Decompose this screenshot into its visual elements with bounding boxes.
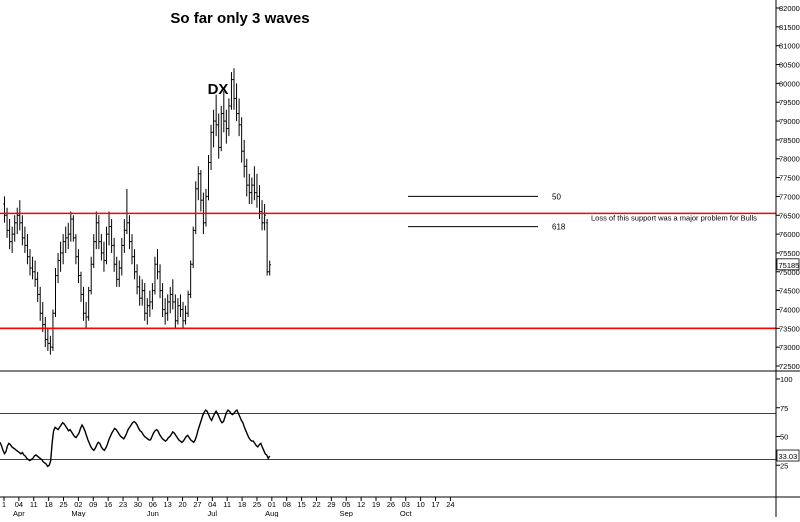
fib-618-label: 618 [552,223,566,232]
price-y-tick-label: 80500 [779,61,800,70]
x-day-label: 30 [134,500,142,509]
x-day-label: 19 [372,500,380,509]
x-day-label: 02 [74,500,82,509]
x-day-label: 04 [15,500,23,509]
x-day-label: 10 [416,500,424,509]
rsi-y-tick-label: 100 [780,375,793,384]
rsi-last-value-label: 33.03 [779,452,798,461]
support-annotation: Loss of this support was a major problem… [591,213,757,222]
x-day-label: 06 [149,500,157,509]
x-month-label: Jun [147,509,159,517]
x-month-label: Aug [265,509,278,517]
rsi-last-value-box [776,449,800,462]
x-month-label: Oct [400,509,413,517]
x-day-label: 13 [164,500,172,509]
price-y-tick-label: 75500 [779,249,800,258]
rsi-series-line [0,409,271,468]
x-day-label: 18 [238,500,246,509]
x-month-label: Sep [340,509,353,517]
price-y-tick-label: 73000 [779,343,800,352]
price-y-tick-label: 80000 [779,79,800,88]
rsi-y-tick-label: 75 [780,404,788,413]
x-day-label: 29 [327,500,335,509]
x-day-label: 23 [119,500,127,509]
x-day-label: 05 [342,500,350,509]
price-y-tick-label: 82000 [779,4,800,13]
x-day-label: 03 [402,500,410,509]
fib-50-label: 50 [552,192,561,201]
x-day-label: 11 [223,500,231,509]
price-y-tick-label: 77500 [779,174,800,183]
price-y-tick-label: 78500 [779,136,800,145]
price-y-tick-label: 72500 [779,362,800,371]
price-y-tick-label: 74000 [779,305,800,314]
price-y-tick-label: 78000 [779,155,800,164]
price-y-tick-label: 79500 [779,98,800,107]
price-y-tick-label: 76000 [779,230,800,239]
x-day-label: 27 [193,500,201,509]
x-day-label: 1 [2,500,6,509]
x-day-label: 25 [253,500,261,509]
x-day-label: 25 [59,500,67,509]
x-month-label: May [71,509,85,517]
x-month-label: Apr [13,509,25,517]
chart-title: So far only 3 waves [170,10,309,27]
x-month-label: Jul [208,509,218,517]
x-day-label: 16 [104,500,112,509]
x-day-label: 09 [89,500,97,509]
x-day-label: 26 [387,500,395,509]
x-day-label: 08 [283,500,291,509]
x-day-label: 20 [178,500,186,509]
price-y-tick-label: 79000 [779,117,800,126]
x-day-label: 11 [30,500,38,509]
x-day-label: 12 [357,500,365,509]
last-price-box [776,258,800,271]
symbol-label: DX [208,81,229,98]
rsi-y-tick-label: 50 [780,433,788,442]
x-day-label: 24 [446,500,454,509]
price-y-tick-label: 81000 [779,42,800,51]
price-y-tick-label: 77000 [779,192,800,201]
x-day-label: 01 [268,500,276,509]
price-y-tick-label: 74500 [779,287,800,296]
price-y-tick-label: 75000 [779,268,800,277]
x-day-label: 17 [431,500,439,509]
rsi-y-tick-label: 25 [780,461,788,470]
price-y-tick-label: 73500 [779,324,800,333]
price-y-tick-label: 76500 [779,211,800,220]
x-day-label: 22 [312,500,320,509]
last-price-label: 75185 [779,261,800,270]
x-day-label: 04 [208,500,216,509]
price-y-tick-label: 81500 [779,23,800,32]
x-day-label: 18 [44,500,52,509]
x-day-label: 15 [297,500,305,509]
